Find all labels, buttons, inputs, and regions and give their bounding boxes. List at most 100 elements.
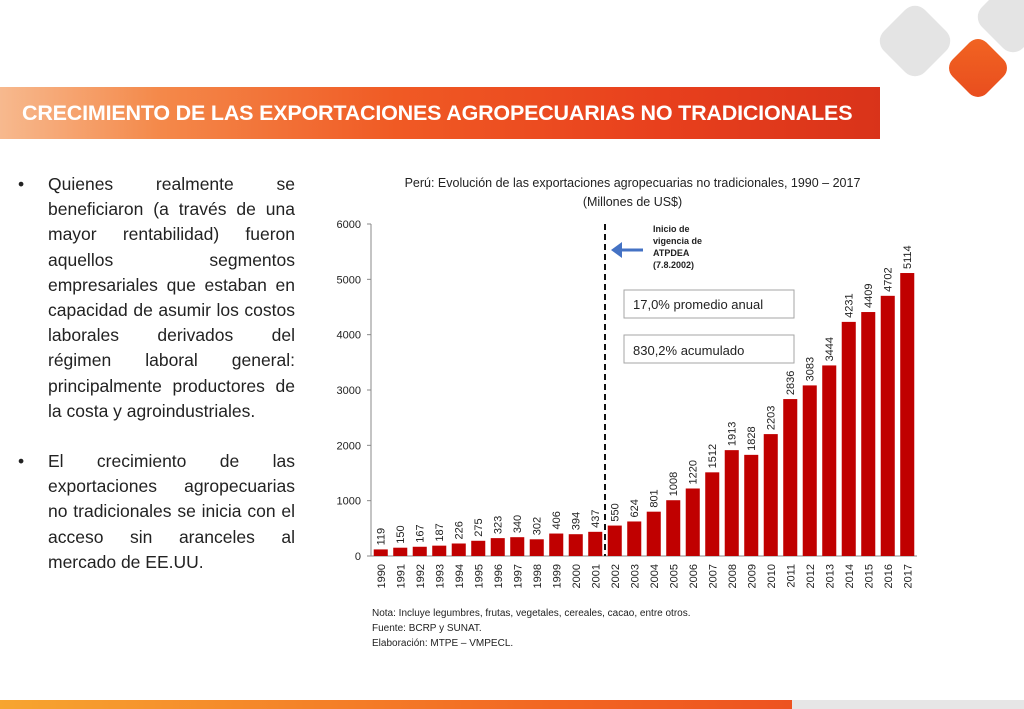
- bar-value-label: 1913: [727, 422, 739, 446]
- bar-value-label: 5114: [902, 245, 914, 269]
- bar: [568, 534, 583, 556]
- bar-value-label: 150: [395, 525, 407, 543]
- bar-value-label: 167: [415, 524, 427, 542]
- y-tick-label: 3000: [337, 385, 361, 397]
- bar-value-label: 4702: [883, 267, 895, 291]
- x-tick-label: 1996: [493, 564, 505, 588]
- bar-value-label: 187: [434, 523, 446, 541]
- x-tick-label: 2017: [902, 564, 914, 588]
- bar-value-label: 550: [610, 503, 622, 521]
- bar: [685, 488, 700, 556]
- bar: [490, 538, 505, 556]
- y-tick-label: 1000: [337, 496, 361, 508]
- bar: [588, 531, 603, 556]
- chart-area: Perú: Evolución de las exportaciones agr…: [330, 168, 1020, 658]
- bar: [627, 521, 642, 556]
- marker-annotation-line: Inicio de: [653, 224, 690, 234]
- bar: [763, 434, 778, 556]
- x-tick-label: 2014: [844, 564, 856, 588]
- bullet-text: El crecimiento de las exportaciones agro…: [48, 451, 295, 572]
- y-tick-label: 0: [355, 551, 361, 563]
- bar-value-label: 275: [473, 518, 485, 536]
- note-line: Nota: Incluye legumbres, frutas, vegetal…: [372, 608, 691, 619]
- bar-value-label: 624: [629, 499, 641, 517]
- bar: [510, 537, 525, 556]
- bar: [880, 295, 895, 556]
- bar-value-label: 323: [493, 516, 505, 534]
- x-tick-label: 1994: [454, 564, 466, 588]
- bar-value-label: 406: [551, 511, 563, 529]
- bar: [705, 472, 720, 556]
- x-tick-label: 1999: [551, 564, 563, 588]
- y-tick-label: 5000: [337, 274, 361, 286]
- bar: [646, 511, 661, 556]
- bar: [607, 525, 622, 556]
- x-tick-label: 2013: [824, 564, 836, 588]
- bar-value-label: 1220: [688, 460, 700, 484]
- x-tick-label: 2004: [649, 564, 661, 588]
- bar-value-label: 394: [571, 512, 583, 530]
- x-tick-label: 1995: [473, 564, 485, 588]
- x-tick-label: 1990: [376, 564, 388, 588]
- x-tick-label: 2012: [805, 564, 817, 588]
- bar-value-label: 119: [376, 528, 388, 546]
- x-tick-label: 2010: [766, 564, 778, 588]
- bar: [822, 365, 837, 556]
- x-tick-label: 1992: [415, 564, 427, 588]
- slide-title: CRECIMIENTO DE LAS EXPORTACIONES AGROPEC…: [22, 100, 853, 125]
- marker-annotation-line: (7.8.2002): [653, 260, 694, 270]
- arrow-left-icon: [611, 242, 622, 258]
- x-tick-label: 1997: [512, 564, 524, 588]
- x-tick-label: 2003: [629, 564, 641, 588]
- bar: [861, 312, 876, 556]
- bar-value-label: 4409: [863, 284, 875, 308]
- chart-title: Perú: Evolución de las exportaciones agr…: [404, 176, 861, 190]
- bar: [393, 547, 408, 556]
- bar-value-label: 1828: [746, 426, 758, 450]
- x-tick-label: 2001: [590, 564, 602, 588]
- note-line: Fuente: BCRP y SUNAT.: [372, 623, 482, 634]
- x-tick-label: 2007: [707, 564, 719, 588]
- bar: [841, 321, 856, 556]
- bar-value-label: 4231: [844, 293, 856, 317]
- y-tick-label: 2000: [337, 440, 361, 452]
- footer-bar: [0, 700, 1024, 709]
- decorative-shape: [873, 0, 957, 83]
- annotation-box-text: 830,2% acumulado: [633, 343, 744, 358]
- bar-value-label: 1512: [707, 444, 719, 468]
- chart-notes: Nota: Incluye legumbres, frutas, vegetal…: [372, 606, 691, 651]
- bar: [783, 399, 798, 556]
- marker-annotation-line: ATPDEA: [653, 248, 690, 258]
- bullet-item: • Quienes realmente se beneficiaron (a t…: [18, 172, 295, 424]
- x-tick-label: 2008: [727, 564, 739, 588]
- x-tick-label: 2015: [863, 564, 875, 588]
- x-tick-label: 2011: [785, 564, 797, 588]
- x-tick-label: 2016: [883, 564, 895, 588]
- annotation-box: [623, 289, 795, 319]
- bar-value-label: 2836: [785, 371, 797, 395]
- marker-annotation-line: vigencia de: [653, 236, 702, 246]
- bullet-text: Quienes realmente se beneficiaron (a tra…: [48, 174, 295, 421]
- bar-value-label: 302: [532, 517, 544, 535]
- y-tick-label: 4000: [337, 330, 361, 342]
- bar: [471, 540, 486, 556]
- bullet-item: • El crecimiento de las exportaciones ag…: [18, 449, 295, 575]
- annotation-box: [623, 334, 795, 364]
- chart-subtitle: (Millones de US$): [582, 195, 683, 209]
- bar: [529, 539, 544, 556]
- bar-value-label: 226: [454, 521, 466, 539]
- bar-value-label: 3083: [805, 357, 817, 381]
- bar: [666, 500, 681, 556]
- x-tick-label: 2006: [688, 564, 700, 588]
- y-tick-label: 6000: [337, 219, 361, 231]
- x-tick-label: 1991: [395, 564, 407, 588]
- bar-chart: 0 1000 2000 3000 4000 5000 6000 119 1990 150 1991 1…: [337, 219, 917, 588]
- bar: [549, 533, 564, 556]
- bar-value-label: 340: [512, 515, 524, 533]
- bar: [724, 450, 739, 556]
- bar: [432, 545, 447, 556]
- bar-value-label: 1008: [668, 472, 680, 496]
- x-tick-label: 2009: [746, 564, 758, 588]
- bullet-list: • Quienes realmente se beneficiaron (a t…: [18, 172, 295, 600]
- bar-value-label: 801: [649, 489, 661, 507]
